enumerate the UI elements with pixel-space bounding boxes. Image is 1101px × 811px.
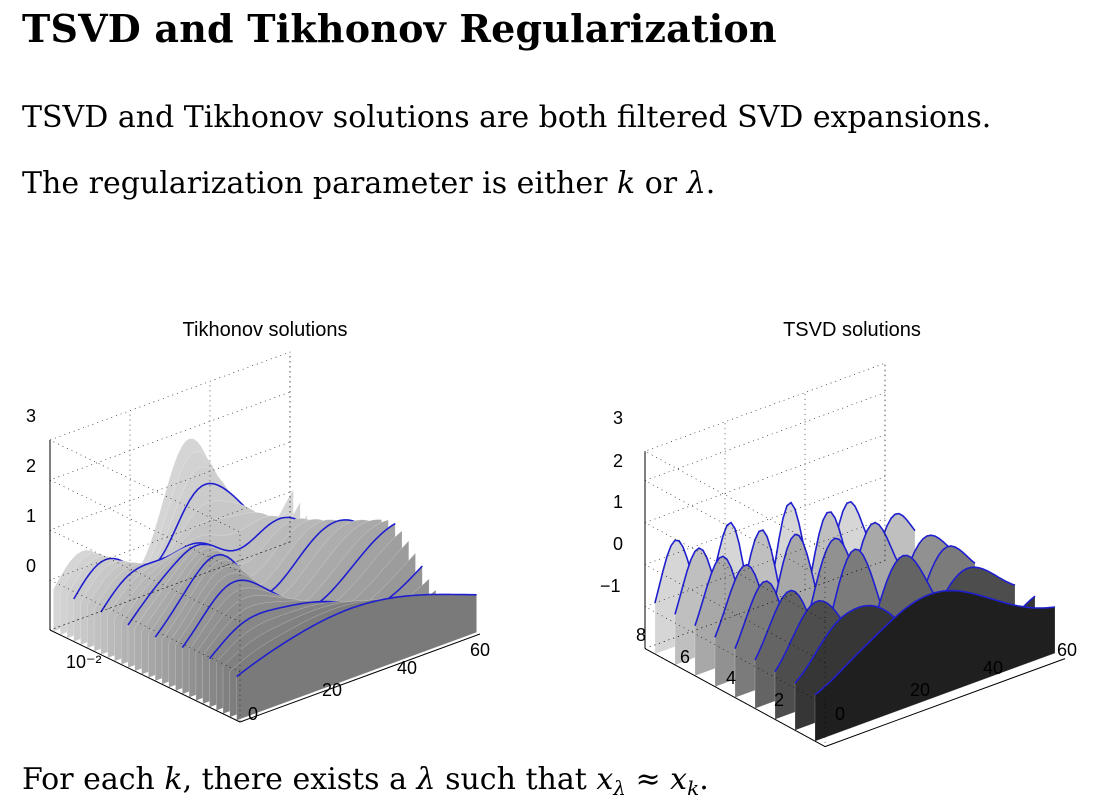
text-segment: such that (435, 762, 597, 797)
x-tick-labels: 0 20 40 60 (248, 640, 490, 724)
symbol-x: x (670, 762, 688, 797)
x-axis-line (824, 658, 1066, 748)
subscript-lambda: λ (613, 776, 626, 800)
z-tick-label: 3 (26, 406, 36, 426)
text-segment: , there exists a (182, 762, 417, 797)
y-tick-label: 8 (636, 625, 646, 645)
subscript-k: k (687, 776, 700, 800)
chart-title: Tikhonov solutions (183, 319, 348, 341)
grid-line (644, 476, 886, 663)
x-tick-label: 0 (248, 704, 258, 724)
symbol-lambda: λ (416, 762, 436, 797)
text-segment: ≈ (625, 762, 671, 797)
text-segment: The regularization parameter is either (22, 166, 618, 201)
z-tick-label: 1 (613, 492, 623, 512)
z-tick-labels: 3 2 1 0 −1 (600, 408, 623, 596)
x-tick-label: 60 (470, 640, 490, 660)
y-tick-labels: 8 6 4 2 (636, 625, 784, 710)
x-tick-label: 40 (397, 658, 417, 678)
grid-line (644, 560, 886, 747)
x-tick-label: 40 (983, 658, 1003, 678)
y-axis-line (49, 629, 241, 723)
x-tick-label: 20 (910, 680, 930, 700)
surface-group (53, 438, 477, 721)
y-tick-label: 10⁻² (66, 652, 102, 672)
x-tick-label: 60 (1057, 640, 1077, 660)
solution-curve (814, 589, 1056, 696)
y-axis-line (644, 648, 826, 748)
z-tick-label: 1 (26, 506, 36, 526)
axis-lines (644, 362, 1066, 748)
z-tick-label: 2 (613, 451, 623, 471)
grid-line (49, 441, 291, 623)
y-tick-label: 2 (774, 690, 784, 710)
tikhonov-surface-plot: Tikhonov solutions 3 2 1 0 0 20 40 60 10… (26, 319, 490, 724)
x-tick-labels: 0 20 40 60 (835, 640, 1077, 724)
grid-line (644, 392, 886, 579)
grid-line (49, 491, 291, 673)
axis-lines (49, 351, 481, 723)
text-segment: . (705, 166, 716, 201)
parameter-sentence: The regularization parameter is either k… (22, 166, 715, 201)
grid-line (49, 391, 291, 573)
text-segment: For each (22, 762, 165, 797)
conclusion-sentence: For each k, there exists a λ such that x… (22, 762, 709, 800)
x-axis-line (239, 633, 481, 723)
x-tick-label: 0 (835, 704, 845, 724)
intro-sentence: TSVD and Tikhonov solutions are both fil… (22, 100, 992, 135)
solution-curve (734, 545, 976, 677)
x-tick-label: 20 (322, 680, 342, 700)
z-tick-label: 3 (613, 408, 623, 428)
z-tick-label: 0 (26, 556, 36, 576)
z-tick-labels: 3 2 1 0 (26, 406, 36, 576)
page-title: TSVD and Tikhonov Regularization (22, 6, 777, 51)
symbol-x: x (596, 762, 614, 797)
surface-group (654, 500, 1056, 742)
tsvd-surface-plot: TSVD solutions 3 2 1 0 −1 8 6 4 2 0 20 4… (600, 319, 1077, 748)
text-segment: or (635, 166, 687, 201)
solution-curve (714, 534, 956, 666)
symbol-k: k (617, 166, 636, 201)
y-tick-label: 4 (726, 668, 736, 688)
chart-title: TSVD solutions (783, 319, 921, 341)
y-tick-label: 6 (680, 647, 690, 667)
z-tick-label: 0 (613, 534, 623, 554)
symbol-lambda: λ (686, 166, 706, 201)
z-tick-label: 2 (26, 456, 36, 476)
solution-curve (236, 593, 477, 678)
text-segment: . (699, 762, 709, 797)
z-tick-label: −1 (600, 576, 621, 596)
grid-line (644, 518, 886, 705)
symbol-k: k (164, 762, 183, 797)
